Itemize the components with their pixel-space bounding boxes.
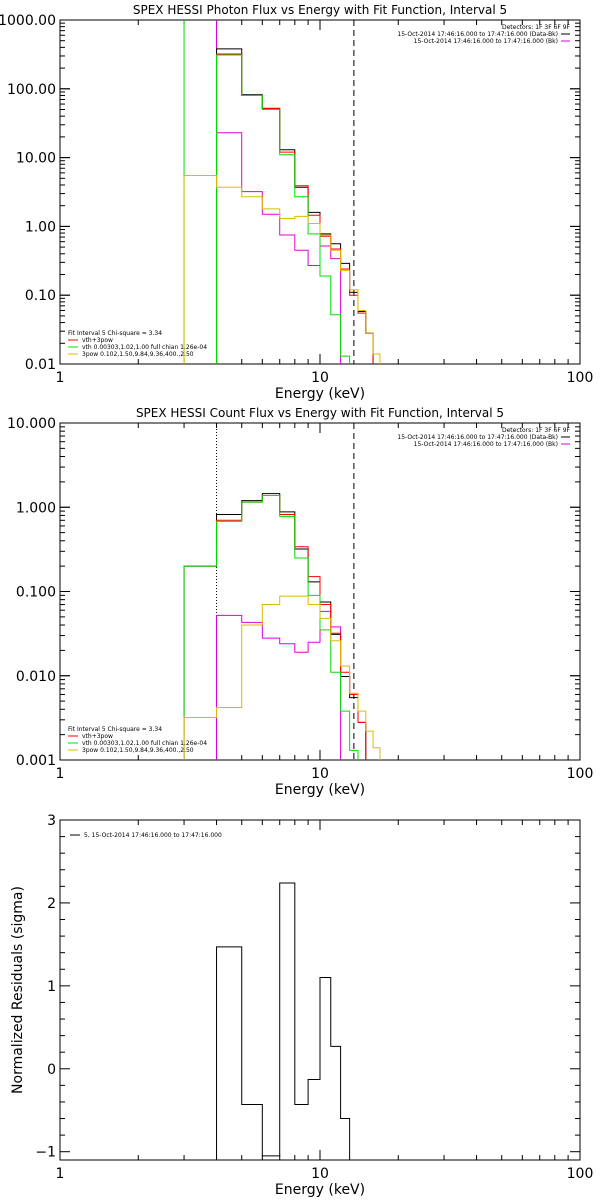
y-axis-label: Normalized Residuals (sigma) xyxy=(10,886,26,1094)
legend-entry: 15-Oct-2014 17:46:16.000 to 17:47:16.000… xyxy=(397,434,558,441)
chart-panel-3: 1 10 100 −1 0 1 2 3 Energy (keV) Normalized Resid… xyxy=(10,813,593,1198)
legend-header: Detectors: 1F 3F 6F 9F xyxy=(502,24,571,31)
axes-frame xyxy=(59,19,581,365)
series-line xyxy=(183,494,359,760)
x-tick-label: 100 xyxy=(567,370,594,386)
series-line xyxy=(216,48,374,364)
y-tick-label: 1.000 xyxy=(16,500,56,516)
x-tick-label: 100 xyxy=(567,766,594,782)
x-tick-label: 100 xyxy=(567,1166,594,1182)
y-tick-label: 0.010 xyxy=(16,669,56,685)
fit-legend-entry: vth+3pow xyxy=(82,337,113,344)
fit-legend-entry: vth 0.00303,1.02,1.00 full chian 1.26e-0… xyxy=(82,344,207,351)
y-tick-label: 0.100 xyxy=(16,585,56,601)
series-line xyxy=(216,54,351,364)
fit-legend-header: Fit Interval 5 Chi-square = 3.34 xyxy=(68,330,162,337)
x-axis-label: Energy (keV) xyxy=(275,1182,365,1198)
y-tick-label: 1.00 xyxy=(25,219,56,235)
y-tick-label: 10.00 xyxy=(16,151,56,167)
x-tick-label: 1 xyxy=(56,1166,65,1182)
x-tick-label: 1 xyxy=(56,766,65,782)
y-tick-label: 3 xyxy=(47,813,56,829)
y-tick-label: 0.10 xyxy=(25,288,56,304)
legend-entry: 15-Oct-2014 17:46:16.000 to 17:47:16.000… xyxy=(397,31,558,38)
fit-legend-entry: 3pow 0.102,1.50,9.84,9.36,400.,2.50 xyxy=(82,747,194,754)
y-tick-label: 0.001 xyxy=(16,753,56,769)
series-line xyxy=(216,132,342,364)
fit-legend-entry: vth+3pow xyxy=(82,733,113,740)
legend-entry: 15-Oct-2014 17:46:16.000 to 17:47:16.000… xyxy=(414,38,558,45)
y-tick-label: 0 xyxy=(47,1062,56,1078)
chart-title: SPEX HESSI Count Flux vs Energy with Fit… xyxy=(136,406,504,420)
x-tick-label: 10 xyxy=(311,766,329,782)
series-line xyxy=(183,494,367,760)
x-tick-label: 10 xyxy=(311,1166,329,1182)
series-line xyxy=(183,174,381,364)
y-tick-label: 1000.00 xyxy=(0,13,56,29)
y-tick-label: 0.01 xyxy=(25,357,56,373)
legend-entry: 5, 15-Oct-2014 17:46:16.000 to 17:47:16.… xyxy=(84,832,222,839)
y-tick-label: −1 xyxy=(35,1145,56,1161)
y-tick-label: 10.000 xyxy=(7,416,56,432)
series-line xyxy=(216,882,351,1160)
chart-panel-2: 1 10 100 0.001 0.010 0.100 1.000 10.000 SPEX HES… xyxy=(7,406,593,798)
x-axis-label: Energy (keV) xyxy=(275,386,365,402)
x-tick-label: 10 xyxy=(311,370,329,386)
chart-panel-1: 1 10 100 0.01 0.10 1.00 10.00 100.00 1000.00 SPEX… xyxy=(0,3,593,402)
y-tick-label: 2 xyxy=(47,896,56,912)
fit-legend-entry: vth 0.00303,1.02,1.00 full chian 1.26e-0… xyxy=(82,740,207,747)
series-line xyxy=(216,610,342,760)
x-axis-label: Energy (keV) xyxy=(275,782,365,798)
x-tick-label: 1 xyxy=(56,370,65,386)
series-line xyxy=(183,595,381,760)
legend-header: Detectors: 1F 3F 6F 9F xyxy=(502,427,571,434)
y-tick-label: 100.00 xyxy=(7,82,56,98)
y-tick-label: 1 xyxy=(47,979,56,995)
fit-legend-header: Fit Interval 5 Chi-square = 3.34 xyxy=(68,726,162,733)
chart-title: SPEX HESSI Photon Flux vs Energy with Fi… xyxy=(133,3,507,17)
fit-legend-entry: 3pow 0.102,1.50,9.84,9.36,400.,2.50 xyxy=(82,351,194,358)
series-line xyxy=(216,53,374,364)
legend-entry: 15-Oct-2014 17:46:16.000 to 17:47:16.000… xyxy=(414,441,558,448)
